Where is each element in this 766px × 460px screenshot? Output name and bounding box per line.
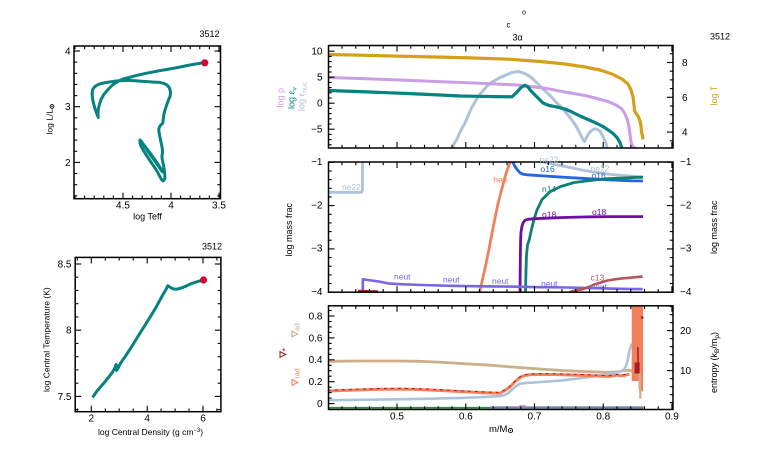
svg-text:4: 4 <box>65 47 71 58</box>
svg-text:−2: −2 <box>680 200 692 211</box>
svg-text:neut: neut <box>394 271 411 281</box>
svg-text:n14: n14 <box>542 184 556 194</box>
svg-text:0: 0 <box>317 399 323 410</box>
svg-text:neut: neut <box>591 281 608 291</box>
svg-text:log L/L: log L/L <box>45 109 55 135</box>
svg-text:−1: −1 <box>311 157 323 168</box>
svg-text:0.2: 0.2 <box>309 377 323 388</box>
svg-text:7.5: 7.5 <box>58 392 72 403</box>
svg-text:−3: −3 <box>680 244 692 255</box>
svg-text:10: 10 <box>680 366 692 377</box>
svg-text:log mass frac: log mass frac <box>709 200 719 254</box>
svg-text:ad: ad <box>295 323 302 331</box>
svg-text:log Central Density (g cm−3): log Central Density (g cm−3) <box>98 427 203 437</box>
svg-text:log T: log T <box>709 85 719 105</box>
svg-text:4: 4 <box>682 128 688 139</box>
svg-text:entropy (kB/mp): entropy (kB/mp) <box>709 332 721 393</box>
svg-text:0.8: 0.8 <box>309 311 323 322</box>
svg-text:0.9: 0.9 <box>665 412 679 423</box>
svg-text:4: 4 <box>144 414 150 425</box>
svg-text:4.5: 4.5 <box>116 201 130 212</box>
svg-text:neut: neut <box>541 279 558 289</box>
svg-text:o: o <box>522 10 526 17</box>
svg-text:−4: −4 <box>680 287 692 298</box>
svg-text:o16: o16 <box>592 170 606 180</box>
svg-text:3: 3 <box>65 102 71 113</box>
svg-text:o18: o18 <box>592 207 606 217</box>
svg-text:8: 8 <box>66 326 72 337</box>
svg-text:c: c <box>507 21 511 30</box>
svg-text:0.7: 0.7 <box>528 412 542 423</box>
svg-text:*: * <box>281 348 291 352</box>
svg-text:−1: −1 <box>680 157 692 168</box>
svg-text:log εν: log εν <box>287 87 299 109</box>
svg-text:3α: 3α <box>513 33 523 43</box>
svg-text:m/M: m/M <box>489 424 508 435</box>
svg-text:log Teff: log Teff <box>133 212 162 222</box>
svg-text:o18: o18 <box>542 210 556 220</box>
svg-text:2: 2 <box>89 414 95 425</box>
svg-text:ne22: ne22 <box>342 182 361 192</box>
svg-text:0: 0 <box>317 99 323 110</box>
svg-text:he4: he4 <box>493 175 507 185</box>
svg-text:10: 10 <box>311 47 323 58</box>
svg-text:log mass frac: log mass frac <box>284 202 294 256</box>
svg-text:3.5: 3.5 <box>212 201 226 212</box>
svg-text:20: 20 <box>680 326 692 337</box>
svg-text:3512: 3512 <box>710 32 730 42</box>
svg-text:rad: rad <box>295 368 302 378</box>
svg-text:0.8: 0.8 <box>596 412 610 423</box>
svg-text:0.5: 0.5 <box>390 412 404 423</box>
svg-text:8.5: 8.5 <box>58 260 72 271</box>
svg-text:3512: 3512 <box>199 29 219 39</box>
svg-text:ne22: ne22 <box>591 164 610 174</box>
svg-text:neut: neut <box>443 275 460 285</box>
svg-text:2: 2 <box>65 158 71 169</box>
svg-text:8: 8 <box>682 58 688 69</box>
svg-text:−5: −5 <box>311 125 323 136</box>
svg-text:3512: 3512 <box>202 242 222 252</box>
svg-text:4: 4 <box>168 201 174 212</box>
svg-text:o16: o16 <box>541 164 555 174</box>
svg-text:6: 6 <box>200 414 206 425</box>
svg-text:0.4: 0.4 <box>309 355 323 366</box>
svg-text:5: 5 <box>317 73 323 84</box>
svg-text:0.6: 0.6 <box>459 412 473 423</box>
svg-text:−2: −2 <box>311 200 323 211</box>
svg-text:neut: neut <box>492 276 509 286</box>
svg-text:ne22: ne22 <box>540 155 559 165</box>
svg-text:−4: −4 <box>311 287 323 298</box>
svg-text:c13: c13 <box>591 272 605 282</box>
svg-text:6: 6 <box>682 93 688 104</box>
svg-text:log ρ: log ρ <box>276 88 286 108</box>
svg-text:0.6: 0.6 <box>309 333 323 344</box>
svg-text:log Central Temperature (K): log Central Temperature (K) <box>42 287 52 392</box>
svg-text:−3: −3 <box>311 244 323 255</box>
